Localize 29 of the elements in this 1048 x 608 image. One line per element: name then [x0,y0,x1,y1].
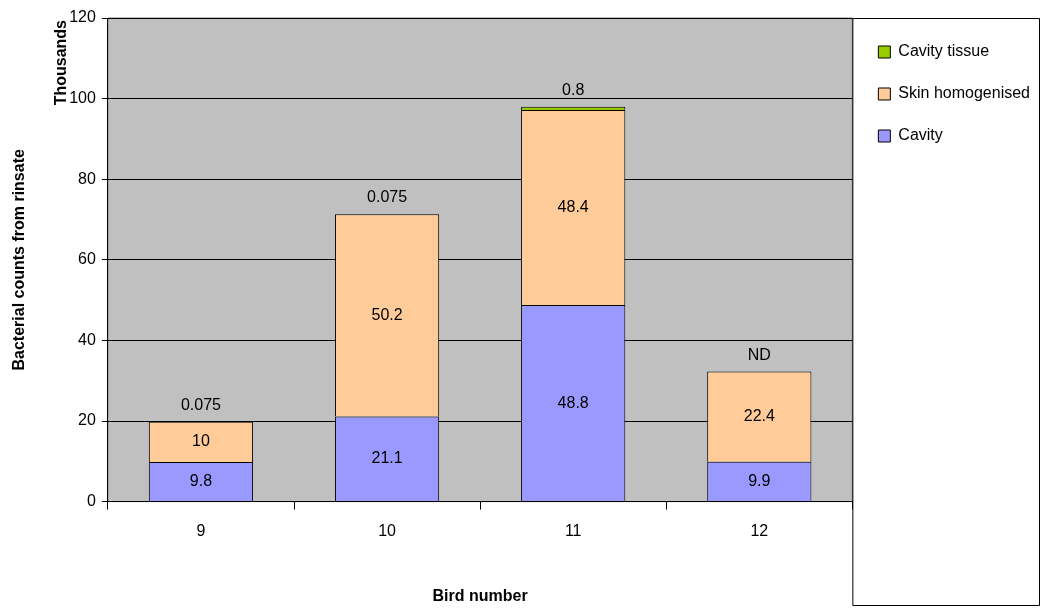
x-tick-label: 11 [564,521,582,539]
data-label: 0.075 [367,188,408,206]
data-label: 50.2 [371,305,403,323]
y-axis-title: Bacterial counts from rinsate [10,149,28,371]
y-tick-label: 100 [69,89,96,107]
y-tick-label: 40 [78,330,96,348]
x-tick-label: 9 [196,521,206,539]
legend-label: Skin homogenised [898,84,1030,102]
data-label: 10 [192,432,210,450]
x-tick-label: 10 [378,521,397,539]
legend-label: Cavity tissue [898,42,990,60]
x-tick-label: 12 [750,521,769,539]
data-label: 21.1 [371,449,403,467]
y-tick-label: 120 [69,8,96,26]
data-label: 48.4 [557,197,589,215]
data-label: 9.9 [748,472,771,490]
text: Thousands [52,19,70,106]
data-label: 9.8 [189,472,213,490]
x-axis-title: Bird number [432,586,528,604]
data-label: 0.075 [180,395,222,413]
data-label: 22.4 [743,406,775,424]
y-tick-label: 60 [78,250,96,268]
y-tick-label: 80 [78,169,96,187]
text: ND [747,345,771,363]
y-tick-label: 0 [86,492,96,510]
data-label: 48.8 [557,393,589,411]
data-label: 0.8 [562,81,585,99]
y-tick-label: 20 [78,411,96,429]
legend-label: Cavity [898,126,943,144]
